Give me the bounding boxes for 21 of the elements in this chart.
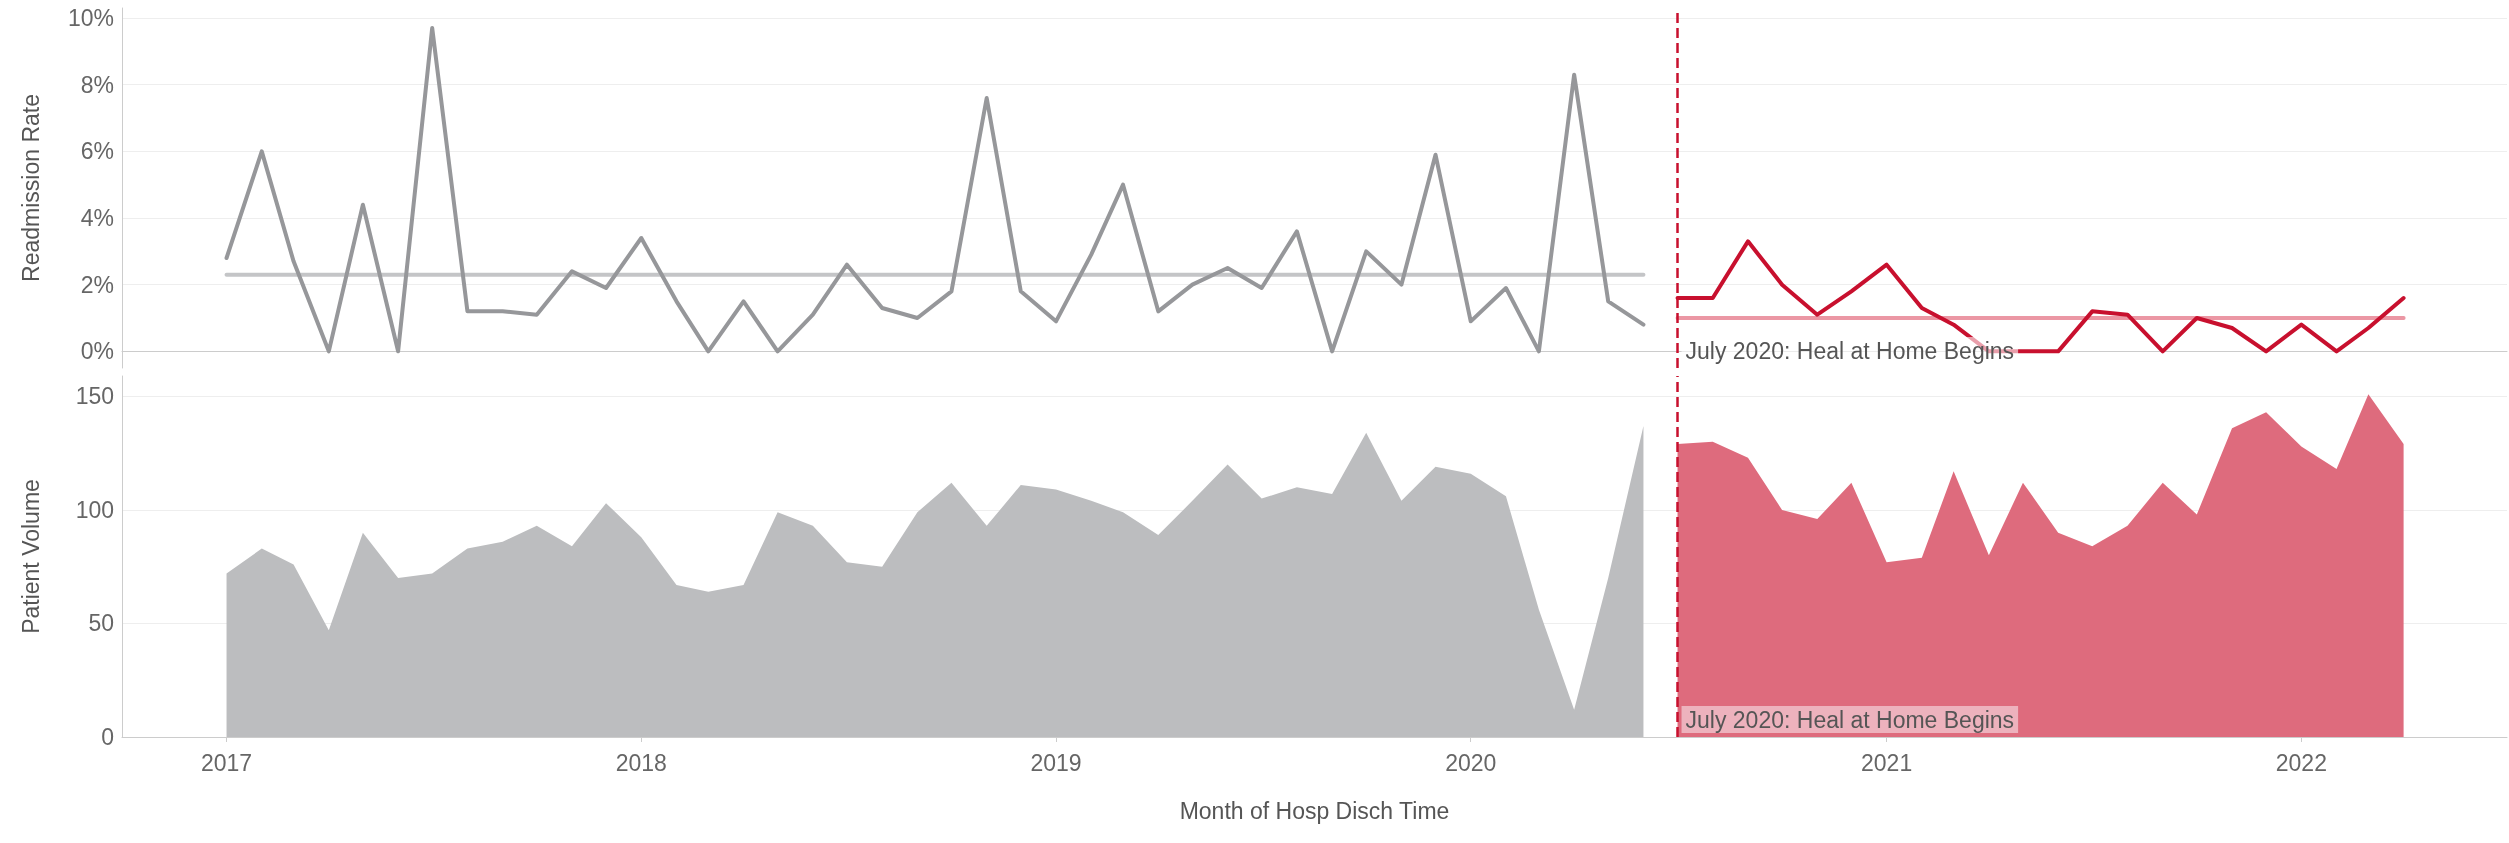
y-tick-label: 6%: [80, 138, 114, 165]
y-tick-label: 2%: [80, 271, 114, 298]
x-tick-label: 2020: [1445, 749, 1497, 776]
x-tick-label: 2018: [615, 749, 667, 776]
y-tick-label: 50: [88, 610, 114, 637]
ref-line-label: July 2020: Heal at Home Begins: [1685, 706, 2015, 733]
y-axis-title: Readmission Rate: [17, 94, 44, 282]
y-tick-label: 100: [75, 496, 114, 523]
x-tick-label: 2019: [1030, 749, 1082, 776]
y-tick-label: 8%: [80, 71, 114, 98]
y-tick-label: 10%: [67, 5, 114, 31]
x-tick-label: 2022: [2275, 749, 2327, 776]
x-axis-title: Month of Hosp Disch Time: [1179, 797, 1450, 824]
x-tick-label: 2021: [1861, 749, 1913, 776]
y-axis-title: Patient Volume: [17, 479, 44, 634]
y-tick-label: 150: [75, 383, 114, 410]
y-tick-label: 0: [101, 724, 114, 750]
y-tick-label: 0%: [80, 338, 114, 365]
ref-line-label: July 2020: Heal at Home Begins: [1685, 337, 2015, 364]
y-tick-label: 4%: [80, 205, 114, 231]
x-tick-label: 2017: [200, 749, 253, 776]
